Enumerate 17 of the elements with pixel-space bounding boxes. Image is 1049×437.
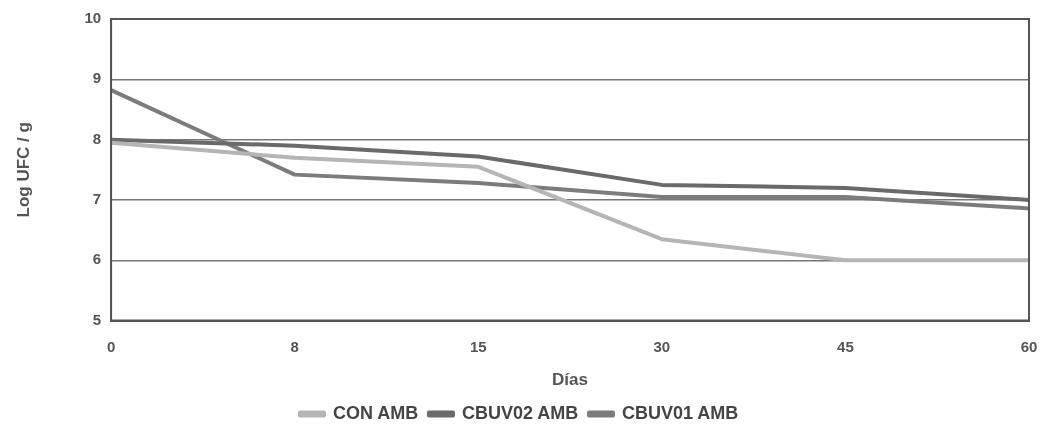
y-tick-label: 8 (92, 129, 102, 147)
y-tick-label: 7 (92, 190, 102, 208)
legend-label: CON AMB (332, 402, 419, 423)
y-tick-label: 10 (84, 9, 102, 27)
y-axis-title: Log UFC / g (13, 122, 33, 218)
x-tick-label: 15 (469, 337, 487, 355)
x-tick-label: 0 (106, 337, 116, 355)
x-tick-label: 60 (1020, 337, 1038, 355)
legend-label: CBUV02 AMB (461, 402, 579, 423)
x-tick-label: 45 (837, 337, 854, 355)
y-tick-label: 9 (92, 69, 102, 87)
y-tick-label: 6 (92, 250, 102, 268)
legend-label: CBUV01 AMB (622, 402, 739, 423)
x-axis-title: Días (552, 370, 588, 390)
y-tick-label: 5 (92, 310, 102, 328)
x-tick-label: 8 (290, 337, 299, 355)
x-tick-label: 30 (653, 337, 671, 355)
